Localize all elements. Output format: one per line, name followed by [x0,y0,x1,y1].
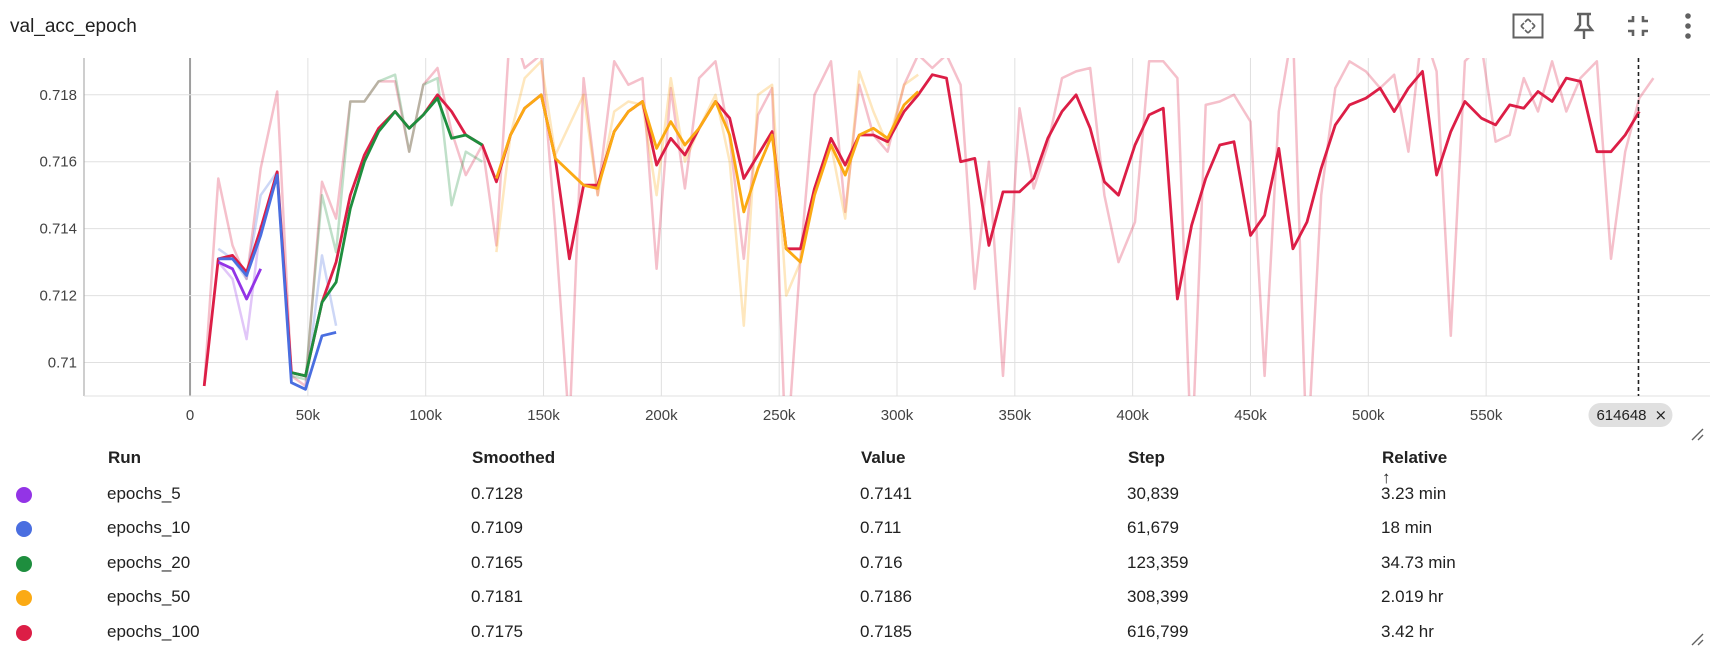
series-smoothed-line-epochs_50 [495,90,920,264]
more-vert-icon [1684,12,1692,44]
table-row: epochs_50 0.7181 0.7186 308,399 2.019 hr [0,581,1710,615]
relative-time: 3.23 min [1381,484,1447,503]
raw-value: 0.7141 [860,484,912,503]
line-chart[interactable]: 0.71 0.712 0.714 0.716 0.718 0 50k 100k 150k 200k… [0,58,1710,438]
run-name: epochs_5 [107,484,181,503]
hover-step-label: 614648 [1596,407,1646,424]
raw-value: 0.7186 [860,587,912,606]
raw-value: 0.716 [860,553,903,572]
hover-step-clear-icon[interactable]: × [1654,406,1667,424]
header-run[interactable]: Run [108,448,142,467]
table-row: epochs_10 0.7109 0.711 61,679 18 min [0,512,1710,546]
table-row: epochs_20 0.7165 0.716 123,359 34.73 min [0,547,1710,581]
step-value: 308,399 [1127,587,1189,606]
smoothed-value: 0.7109 [471,518,523,537]
smoothed-value: 0.7165 [471,553,523,572]
y-tick-label: 0.712 [39,288,77,305]
x-tick-label: 150k [527,407,560,424]
y-tick-label: 0.718 [39,87,77,104]
x-tick-label: 250k [763,407,796,424]
x-tick-label: 450k [1234,407,1267,424]
relative-time: 18 min [1381,518,1433,537]
step-value: 30,839 [1127,484,1179,503]
table-row: epochs_100 0.7175 0.7185 616,799 3.42 hr [0,616,1710,650]
step-value: 123,359 [1127,553,1189,572]
y-tick-label: 0.714 [39,221,77,238]
run-color-swatch [16,521,32,537]
header-smoothed[interactable]: Smoothed [472,448,556,467]
x-tick-label: 50k [296,407,321,424]
run-color-swatch [16,556,32,572]
hover-step-chip [1588,403,1673,427]
x-tick-label: 100k [409,407,442,424]
pin-button[interactable] [1564,8,1604,48]
y-tick-label: 0.71 [48,355,77,372]
chart-resize-icon[interactable] [1690,427,1704,441]
relative-time: 34.73 min [1381,553,1456,572]
run-color-swatch [16,625,32,641]
more-options-button[interactable] [1668,8,1708,48]
series-raw-line-epochs_10 [217,170,338,391]
header-value[interactable]: Value [861,448,906,467]
step-value: 61,679 [1127,518,1179,537]
table-row: epochs_5 0.7128 0.7141 30,839 3.23 min [0,478,1710,512]
run-name: epochs_50 [107,587,191,606]
x-tick-label: 300k [881,407,914,424]
collapse-icon [1626,14,1650,43]
run-color-swatch [16,590,32,606]
series-smoothed-line-epochs_100 [202,70,1641,387]
pin-icon [1572,11,1596,46]
fit-to-data-icon [1512,13,1544,44]
step-value: 616,799 [1127,622,1189,641]
chart-title: val_acc_epoch [10,16,137,37]
plot-area [202,58,1655,396]
x-tick-label: 200k [645,407,678,424]
x-tick-label: 350k [999,407,1032,424]
series-raw-line-epochs_100 [202,58,1655,396]
series-raw-line-epochs_50 [495,60,919,327]
x-tick-label: 0 [186,407,194,424]
series-raw-line-epochs_20 [291,73,483,381]
relative-time: 3.42 hr [1381,622,1434,641]
run-name: epochs_100 [107,622,200,641]
series-smoothed-line-epochs_5 [217,260,262,301]
y-tick-label: 0.716 [39,154,77,171]
run-name: epochs_20 [107,553,191,572]
run-name: epochs_10 [107,518,191,537]
series-smoothed-line-epochs_20 [291,96,484,378]
collapse-button[interactable] [1618,8,1658,48]
x-tick-label: 400k [1116,407,1149,424]
header-relative[interactable]: Relative ↑ [1382,448,1448,487]
header-step[interactable]: Step [1128,448,1165,467]
smoothed-value: 0.7175 [471,622,523,641]
run-color-swatch [16,487,32,503]
x-tick-label: 500k [1352,407,1385,424]
series-smoothed-line-epochs_10 [218,173,337,391]
smoothed-value: 0.7128 [471,484,523,503]
smoothed-value: 0.7181 [471,587,523,606]
relative-time: 2.019 hr [1381,587,1444,606]
fit-to-data-button[interactable] [1508,8,1548,48]
raw-value: 0.7185 [860,622,912,641]
x-tick-label: 550k [1470,407,1503,424]
raw-value: 0.711 [860,518,902,537]
table-resize-icon[interactable] [1690,632,1704,646]
